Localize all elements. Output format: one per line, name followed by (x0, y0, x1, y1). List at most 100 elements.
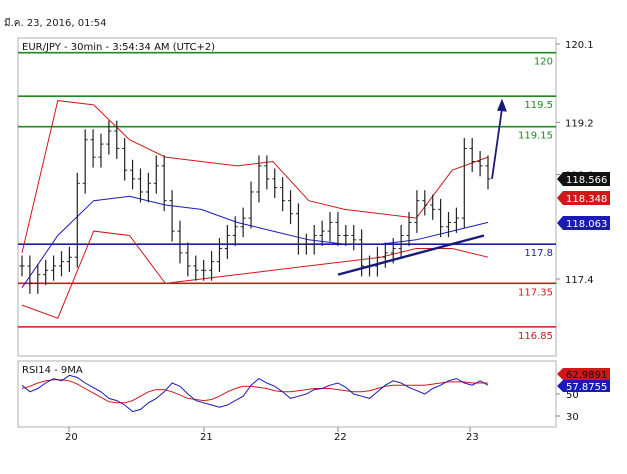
timestamp: มี.ค. 23, 2016, 01:54 (4, 18, 107, 29)
price-bar (106, 120, 112, 155)
price-bar (382, 242, 388, 268)
price-bars (19, 120, 491, 294)
price-bar (161, 155, 167, 212)
price-bar (114, 120, 120, 159)
price-bar (461, 138, 467, 229)
price-bar (145, 172, 151, 203)
price-bar (51, 255, 57, 281)
price-tags: 118.566 118.348 118.063 (557, 172, 610, 230)
rsi-tag-bg (557, 368, 610, 380)
price-bar (35, 264, 41, 294)
price-bar (414, 190, 420, 233)
time-tick-label: 21 (200, 432, 213, 443)
price-bar (374, 246, 380, 277)
rsi-tag-label: 57.8755 (566, 382, 607, 393)
price-bar (153, 155, 159, 194)
price-bar (280, 177, 286, 212)
rsi-line (21, 374, 489, 413)
price-bar (311, 225, 317, 255)
level-label-5: 116.85 (518, 331, 553, 342)
price-tag-bg (557, 191, 610, 205)
price-panel (17, 37, 557, 357)
chart-title: EUR/JPY - 30min - 3:54:34 AM (UTC+2) (22, 42, 215, 53)
price-bar (43, 259, 49, 286)
level-label-0: 120 (534, 57, 553, 68)
price-bar (224, 225, 230, 259)
price-tag-label: 118.566 (566, 175, 607, 186)
price-tag-label: 118.348 (566, 194, 607, 205)
price-tag-bg (557, 172, 610, 186)
price-bar (398, 225, 404, 259)
price-bar (82, 129, 88, 194)
trendline-group (337, 98, 507, 276)
price-tag-label: 118.063 (566, 219, 607, 230)
price-bar (177, 220, 183, 264)
price-bar (248, 181, 254, 229)
price-bar (288, 190, 294, 225)
price-bar (406, 211, 412, 246)
price-bar (343, 225, 349, 246)
price-bar (137, 168, 143, 203)
price-bar (438, 198, 444, 238)
price-bar (19, 255, 25, 277)
price-tick-label: 119.2 (565, 118, 594, 129)
price-bar (327, 211, 333, 242)
time-tick-label: 20 (65, 432, 78, 443)
price-tag-0: 118.566 (557, 172, 610, 186)
price-bar (422, 190, 428, 216)
price-bar (66, 246, 72, 273)
price-bar (303, 233, 309, 255)
price-bar (58, 251, 64, 277)
rsi-tag-1: 57.8755 (557, 380, 610, 393)
ma-line (21, 195, 489, 288)
rsi-tag-label: 62.9891 (566, 370, 607, 381)
price-bar (351, 225, 357, 251)
level-label-1: 119.5 (524, 100, 553, 111)
moving-average (21, 195, 489, 288)
price-bar (264, 155, 270, 190)
price-bar (335, 211, 341, 246)
time-axis: 20 21 22 23 (65, 427, 479, 443)
rsi-tick-label: 30 (566, 412, 579, 423)
price-bar (319, 220, 325, 246)
price-bar (477, 151, 483, 177)
price-bar (122, 138, 128, 181)
level-label-3: 117.8 (524, 248, 553, 259)
price-bar (201, 259, 207, 281)
price-bar (130, 159, 136, 190)
rsi-panel (17, 360, 557, 428)
price-bar (469, 138, 475, 172)
time-tick-label: 23 (466, 432, 479, 443)
price-bar (98, 133, 104, 168)
price-bar (169, 190, 175, 242)
time-tick-label: 22 (334, 432, 347, 443)
price-bar (185, 242, 191, 277)
projection-arrow-head (497, 98, 507, 112)
price-bar (485, 155, 491, 190)
rsi-lines (21, 374, 489, 413)
rsi-tick-label: 50 (566, 390, 579, 401)
rsi-tag-0: 62.9891 (557, 368, 610, 381)
price-bar (430, 194, 436, 220)
price-bar (295, 203, 301, 255)
rsi-ma-line (21, 379, 488, 404)
price-tick-label: 117.4 (565, 275, 594, 286)
price-bar (446, 211, 452, 238)
price-tick-label: 120.1 (565, 40, 594, 51)
support-trendline (337, 234, 485, 276)
price-bar (74, 172, 80, 268)
rsi-title: RSI14 - 9MA (22, 365, 83, 376)
price-bar (216, 238, 222, 273)
bollinger-upper (21, 100, 489, 254)
projection-arrow-shaft (491, 108, 503, 180)
price-tag-2: 118.063 (557, 216, 610, 230)
price-bar (256, 155, 262, 203)
price-tag-bg (557, 216, 610, 230)
price-bar (272, 168, 278, 199)
bollinger-lower (21, 230, 489, 319)
price-bar (240, 207, 246, 238)
horizontal-levels: 120 119.5 119.15 117.8 117.35 116.85 (18, 51, 556, 342)
price-bar (27, 255, 33, 294)
